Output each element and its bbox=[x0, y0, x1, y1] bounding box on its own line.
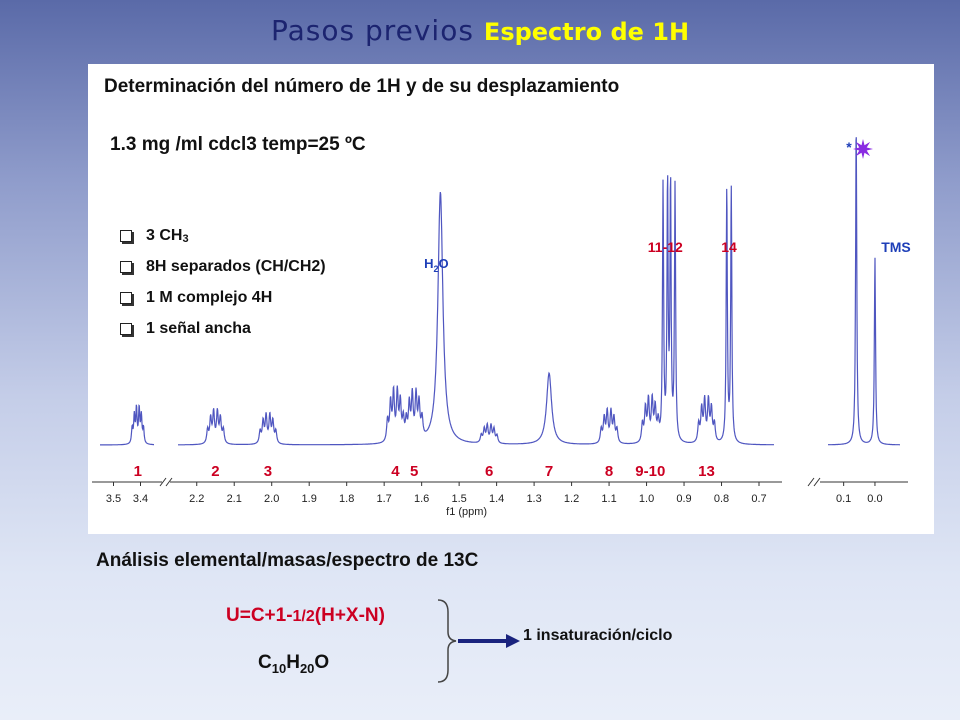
formula-start: U=C+1- bbox=[226, 605, 293, 626]
x-tick-label: 0.1 bbox=[836, 493, 851, 505]
observation-label: 8H separados (CH/CH2) bbox=[146, 258, 326, 275]
x-tick-label: 3.5 bbox=[106, 493, 121, 505]
x-tick-label: 2.0 bbox=[264, 493, 279, 505]
x-tick-label: 1.3 bbox=[526, 493, 541, 505]
x-tick-label: 1.8 bbox=[339, 493, 354, 505]
x-tick-label: 1.5 bbox=[451, 493, 466, 505]
unsaturation-formula: U=C+1-1/2(H+X-N) bbox=[226, 605, 385, 627]
x-tick-label: 0.8 bbox=[714, 493, 729, 505]
x-tick-label: 3.4 bbox=[133, 493, 148, 505]
molecular-formula: C10H20O bbox=[258, 652, 329, 676]
slide-title: Pasos previos Espectro de 1H bbox=[0, 14, 960, 47]
title-part-b: Espectro de 1H bbox=[483, 18, 690, 46]
x-tick-label: 1.0 bbox=[639, 493, 654, 505]
section-heading-analysis: Análisis elemental/masas/espectro de 13C bbox=[96, 550, 479, 571]
observation-list: 3 CH 3 8H separados (CH/CH2) 1 M complejo… bbox=[120, 227, 326, 351]
x-tick-label: 1.2 bbox=[564, 493, 579, 505]
peak-group-label: * bbox=[846, 139, 852, 155]
axis-break-icon bbox=[159, 477, 173, 487]
observation-label: 1 señal ancha bbox=[146, 320, 251, 337]
nmr-spectrum-chart: 3.5 3.4 2.2 2.1 2.0 1.9 1.8 1.7 1.6 1.5 1.4 1.3 1.2 1… bbox=[92, 137, 911, 518]
element-c: C bbox=[258, 652, 272, 673]
subscript-h: 20 bbox=[299, 660, 315, 676]
water-peak-label: H2O bbox=[424, 256, 449, 274]
element-o: O bbox=[314, 652, 330, 673]
formula-fraction: 1/2 bbox=[292, 608, 315, 625]
peak-number-label: 1 bbox=[134, 463, 142, 480]
peak-number-label: 4 bbox=[391, 463, 400, 480]
x-tick-label: 1.6 bbox=[414, 493, 429, 505]
spectrum-trace-segment bbox=[100, 404, 154, 446]
title-part-a: Pasos previos bbox=[270, 14, 474, 47]
subscript-c: 10 bbox=[271, 660, 287, 676]
peak-number-label: 13 bbox=[698, 463, 715, 480]
formula-end: (H+X-N) bbox=[314, 605, 385, 626]
observation-item: 3 CH 3 bbox=[120, 227, 326, 258]
x-tick-label: 1.9 bbox=[302, 493, 317, 505]
x-tick-label: 2.1 bbox=[227, 493, 242, 505]
peak-group-label: TMS bbox=[881, 239, 911, 255]
brace-arrow-graphic bbox=[437, 599, 520, 683]
observation-label: 3 CH bbox=[146, 227, 183, 244]
x-tick-label: 1.1 bbox=[601, 493, 616, 505]
peak-group-label: 11-12 bbox=[648, 239, 683, 255]
peak-number-label: 2 bbox=[211, 463, 219, 480]
x-tick-label: 1.4 bbox=[489, 493, 504, 505]
peak-number-label: 3 bbox=[264, 463, 272, 480]
peak-number-label: 6 bbox=[485, 463, 493, 480]
arrow-head-icon bbox=[506, 634, 520, 648]
result-text: 1 insaturación/ciclo bbox=[523, 627, 673, 644]
curly-brace-icon bbox=[437, 599, 457, 683]
observation-item: 8H separados (CH/CH2) bbox=[120, 258, 326, 289]
x-tick-label: 0.0 bbox=[867, 493, 882, 505]
spectrum-trace-segment bbox=[828, 137, 900, 446]
x-tick-label: 2.2 bbox=[189, 493, 204, 505]
peak-group-label: 14 bbox=[721, 239, 737, 255]
element-h: H bbox=[286, 652, 300, 673]
checkbox-bullet-icon bbox=[120, 230, 132, 242]
checkbox-bullet-icon bbox=[120, 323, 132, 335]
x-tick-label: 1.7 bbox=[377, 493, 392, 505]
x-tick-label: 0.7 bbox=[751, 493, 766, 505]
observation-label: 1 M complejo 4H bbox=[146, 289, 273, 306]
panel-heading: Determinación del número de 1H y de su d… bbox=[104, 76, 620, 97]
checkbox-bullet-icon bbox=[120, 292, 132, 304]
impurity-star-icon bbox=[853, 139, 873, 159]
x-axis-title: f1 (ppm) bbox=[446, 506, 487, 518]
spectrum-panel: 3.5 3.4 2.2 2.1 2.0 1.9 1.8 1.7 1.6 1.5 1.4 1.3 1.2 1… bbox=[88, 64, 934, 534]
axis-break-icon bbox=[807, 477, 821, 487]
x-tick-label: 0.9 bbox=[676, 493, 691, 505]
peak-number-label: 8 bbox=[605, 463, 613, 480]
checkbox-bullet-icon bbox=[120, 261, 132, 273]
peak-number-label: 9-10 bbox=[635, 463, 665, 480]
peak-number-label: 7 bbox=[545, 463, 553, 480]
spectrum-trace-segment bbox=[178, 175, 774, 446]
observation-item: 1 M complejo 4H bbox=[120, 289, 326, 320]
observation-item: 1 señal ancha bbox=[120, 320, 326, 351]
sample-conditions: 1.3 mg /ml cdcl3 temp=25 ºC bbox=[110, 134, 366, 155]
observation-subscript: 3 bbox=[182, 233, 189, 245]
peak-number-label: 5 bbox=[410, 463, 418, 480]
